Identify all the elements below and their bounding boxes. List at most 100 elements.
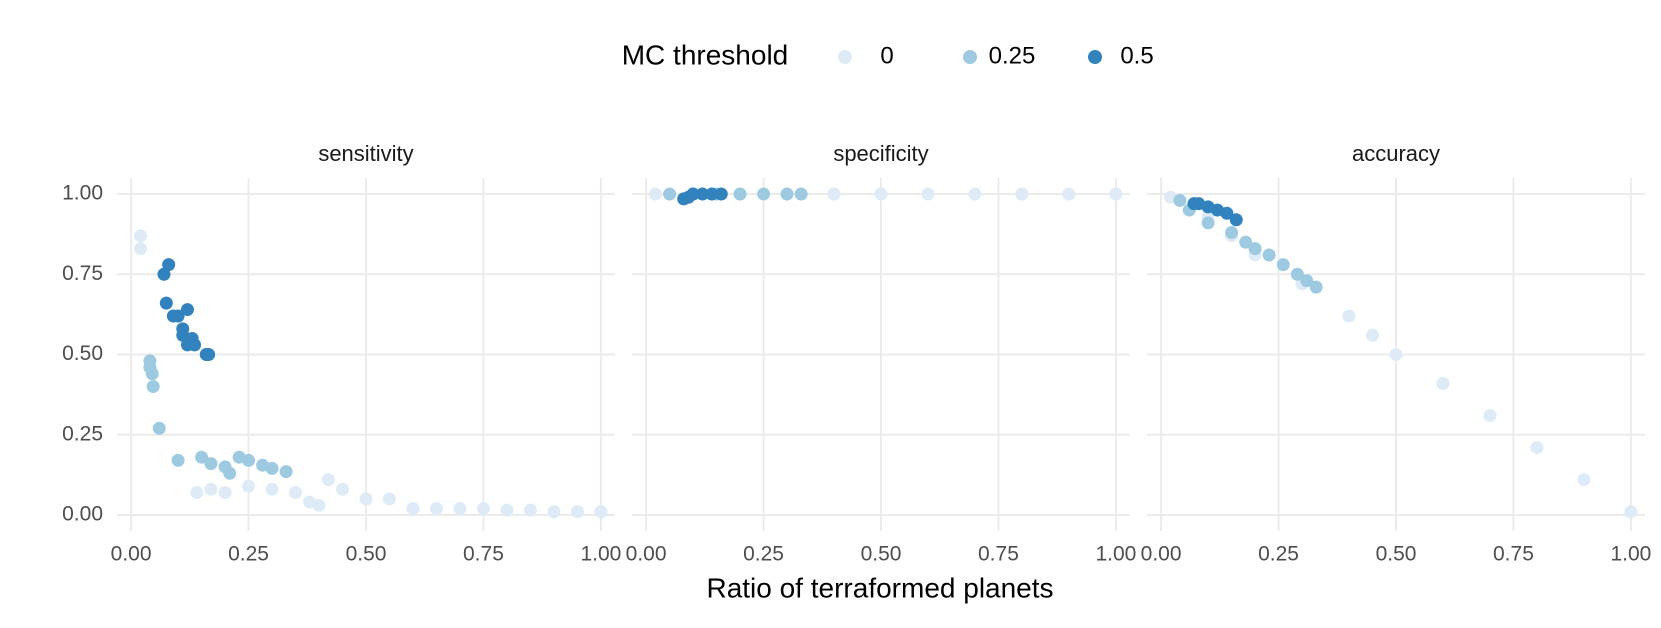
point	[476, 502, 490, 516]
point	[714, 187, 728, 201]
y-tick-label: 1.00	[62, 182, 103, 205]
point	[874, 187, 888, 201]
x-tick-label: 0.50	[1376, 543, 1417, 566]
point	[429, 502, 443, 516]
y-tick-label: 0.75	[62, 262, 103, 285]
point	[1389, 348, 1403, 361]
legend-title: MC threshold	[622, 39, 789, 70]
legend-marker	[963, 50, 977, 64]
point	[382, 492, 396, 506]
x-tick-label: 0.50	[861, 543, 902, 566]
point	[162, 258, 176, 272]
point	[265, 461, 279, 475]
point	[242, 453, 256, 467]
point	[757, 187, 771, 201]
point	[1239, 235, 1253, 249]
point	[780, 187, 794, 201]
point	[1262, 248, 1276, 262]
point	[1366, 328, 1380, 342]
point	[242, 479, 256, 493]
x-tick-label: 0.25	[743, 543, 784, 566]
point	[171, 453, 185, 467]
point	[406, 502, 420, 516]
point	[188, 338, 202, 352]
point	[289, 485, 303, 499]
point	[1015, 187, 1029, 201]
point	[159, 296, 173, 310]
point	[1229, 213, 1243, 227]
point	[145, 367, 159, 381]
facet-title: specificity	[833, 141, 928, 166]
legend-marker	[1088, 50, 1102, 64]
point	[1276, 258, 1290, 272]
point	[705, 187, 719, 201]
point	[152, 421, 166, 435]
point	[1225, 226, 1239, 240]
x-tick-label: 1.00	[1610, 543, 1651, 566]
point	[171, 309, 185, 323]
legend-marker	[838, 50, 852, 64]
point	[968, 187, 982, 201]
point	[133, 242, 147, 256]
facet-title: sensitivity	[318, 141, 413, 166]
point	[359, 492, 373, 506]
x-tick-label: 0.00	[626, 543, 667, 566]
point	[279, 465, 293, 479]
x-tick-label: 1.00	[580, 543, 621, 566]
point	[204, 482, 218, 496]
legend-label: 0.5	[1120, 42, 1153, 69]
point	[663, 187, 677, 201]
point	[921, 187, 935, 201]
point	[321, 473, 335, 487]
legend-label: 0.25	[989, 42, 1036, 69]
x-tick-label: 0.75	[463, 543, 504, 566]
x-tick-label: 0.75	[978, 543, 1019, 566]
point	[1062, 187, 1076, 201]
point	[794, 187, 808, 201]
point	[1248, 242, 1262, 256]
point	[1483, 408, 1497, 422]
point	[157, 267, 171, 281]
point	[1290, 267, 1304, 281]
x-tick-label: 0.00	[1141, 543, 1182, 566]
point	[1436, 376, 1450, 390]
legend-label: 0	[880, 42, 893, 69]
x-tick-label: 0.75	[1493, 543, 1534, 566]
point	[190, 485, 204, 499]
x-tick-label: 1.00	[1095, 543, 1136, 566]
x-tick-label: 0.00	[111, 543, 152, 566]
point	[1577, 473, 1591, 487]
point	[312, 498, 326, 512]
x-tick-label: 0.50	[346, 543, 387, 566]
y-tick-label: 0.25	[62, 422, 103, 445]
point	[695, 187, 709, 201]
y-tick-label: 0.50	[62, 342, 103, 365]
point	[570, 505, 584, 519]
x-tick-label: 0.25	[228, 543, 269, 566]
point	[195, 450, 209, 464]
point	[1109, 187, 1123, 201]
point	[453, 502, 467, 516]
point	[1173, 193, 1187, 207]
x-tick-label: 0.25	[1258, 543, 1299, 566]
point	[1201, 216, 1215, 230]
point	[133, 229, 147, 243]
point	[204, 457, 218, 471]
point	[1342, 309, 1356, 323]
point	[648, 187, 662, 201]
point	[218, 485, 232, 499]
point	[1624, 505, 1638, 519]
point	[336, 482, 350, 496]
point	[265, 482, 279, 496]
point	[1309, 280, 1323, 294]
point	[500, 503, 514, 517]
point	[547, 505, 561, 519]
point	[1220, 206, 1234, 220]
point	[686, 187, 700, 201]
point	[202, 348, 216, 361]
point	[146, 380, 160, 394]
point	[1530, 441, 1544, 455]
point	[180, 303, 194, 317]
